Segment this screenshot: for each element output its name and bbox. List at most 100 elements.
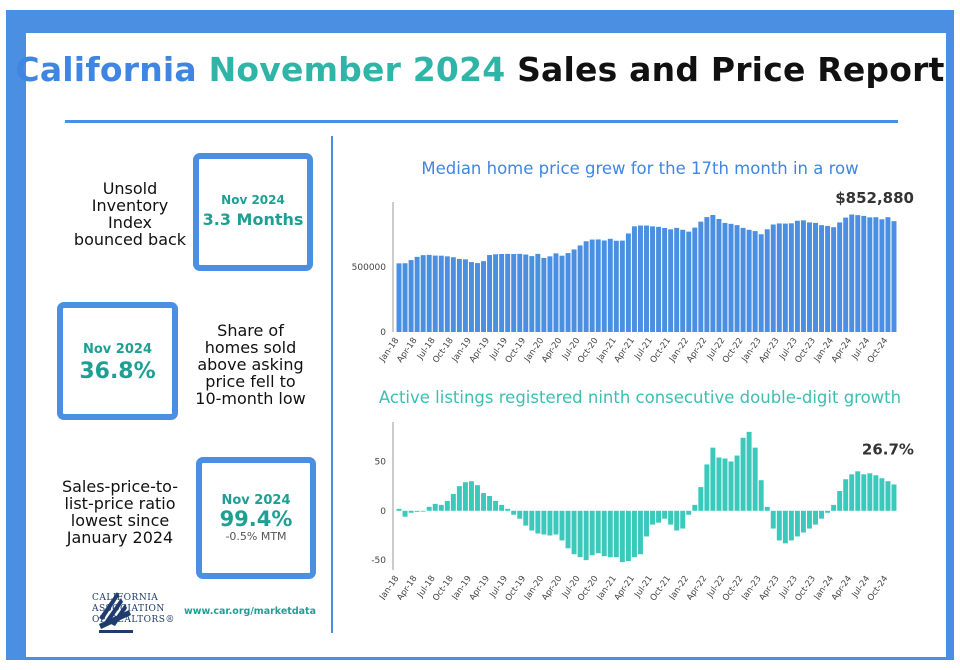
kpi-value: 36.8% (79, 359, 156, 384)
bar (583, 510, 589, 561)
bar (462, 259, 468, 332)
bar (420, 255, 426, 332)
bar (776, 223, 782, 332)
bar (794, 510, 800, 537)
bar (577, 245, 583, 332)
bar (613, 510, 619, 558)
bar (493, 500, 499, 511)
bar (722, 458, 728, 511)
bar (819, 510, 825, 519)
bar (764, 229, 770, 332)
bar (541, 510, 547, 535)
x-tick-label: Apr-19 (468, 574, 492, 600)
kpi-value: 99.4% (219, 507, 293, 531)
y-tick-label: 0 (380, 507, 386, 517)
bar (559, 510, 565, 541)
x-tick-label: Apr-21 (613, 574, 637, 600)
bar (402, 263, 408, 332)
bar (692, 504, 698, 511)
bar (559, 255, 565, 332)
bar (493, 254, 499, 332)
bar (565, 253, 571, 332)
bar (487, 496, 493, 511)
bar (867, 217, 873, 332)
bar (891, 221, 897, 332)
bar (650, 510, 656, 525)
bar (456, 258, 462, 332)
bar (710, 447, 716, 511)
kpi-description-line: Sales-price-to- (61, 477, 179, 496)
bar (523, 510, 529, 526)
median-price-chart: 0500000Jan-18Apr-18Jul-18Oct-18Jan-19Apr… (352, 189, 914, 365)
bar (625, 233, 631, 332)
bar (674, 227, 680, 332)
bar (758, 234, 764, 332)
bar (800, 510, 806, 533)
bar (831, 227, 837, 332)
bar (698, 221, 704, 332)
bar (547, 256, 553, 332)
bar (475, 263, 480, 332)
bar (686, 231, 692, 332)
bar (396, 263, 402, 332)
bar (770, 224, 776, 332)
last-value-label: 26.7% (862, 440, 914, 458)
kpi-description-line: 10-month low (195, 389, 306, 408)
bar (662, 228, 668, 332)
kpi-above-asking-description: Share of homes sold above asking price f… (178, 322, 323, 407)
kpi-description-line: homes sold (204, 338, 297, 357)
bar (680, 510, 686, 529)
kpi-sale-to-list-description: Sales-price-to- list-price ratio lowest … (40, 478, 200, 546)
kpi-change: -0.5% MTM (225, 530, 287, 543)
bar (644, 510, 649, 537)
bar (438, 255, 444, 332)
bar (517, 510, 523, 519)
bar (728, 223, 734, 332)
bar (885, 217, 891, 332)
bar (686, 510, 692, 515)
bar (481, 261, 486, 332)
bar (426, 254, 432, 332)
x-tick-label: Apr-22 (685, 574, 709, 600)
kpi-description-line: Unsold (102, 179, 158, 198)
bar (849, 474, 855, 511)
title-report: Sales and Price Report (517, 50, 945, 89)
bar (517, 253, 523, 332)
bar (728, 461, 734, 511)
bar (837, 222, 843, 332)
column-divider (331, 136, 333, 633)
bar (432, 503, 438, 511)
bar (408, 510, 414, 513)
market-data-link[interactable]: www.car.org/marketdata (184, 606, 316, 617)
car-logo-icon (99, 592, 133, 633)
kpi-above-asking-box: Nov 2024 36.8% (57, 302, 178, 420)
bar (637, 510, 643, 555)
median-price-chart-title: Median home price grew for the 17th mont… (421, 159, 859, 178)
bar (752, 447, 758, 511)
bar (758, 480, 764, 511)
bar (849, 214, 855, 332)
bar (619, 510, 625, 563)
bar (613, 240, 619, 332)
kpi-description-line: above asking (197, 355, 304, 374)
bar (589, 510, 595, 556)
kpi-period: Nov 2024 (221, 493, 291, 508)
logo-line: OF REALTORS® (92, 615, 175, 625)
bar (414, 256, 420, 332)
bar (511, 254, 517, 332)
bar (408, 260, 414, 332)
bar (752, 231, 758, 332)
bar (589, 239, 595, 332)
bar (680, 229, 686, 332)
kpi-description-line: January 2024 (66, 528, 174, 547)
kpi-description-line: price fell to (205, 372, 296, 391)
bar (885, 481, 891, 511)
page-title: California November 2024 Sales and Price… (0, 50, 960, 89)
bar (529, 510, 535, 531)
bar (662, 510, 668, 519)
bar (631, 226, 637, 332)
y-tick-label: 500000 (352, 263, 387, 273)
bar (843, 479, 849, 511)
bar (746, 431, 752, 511)
bar (432, 255, 438, 332)
